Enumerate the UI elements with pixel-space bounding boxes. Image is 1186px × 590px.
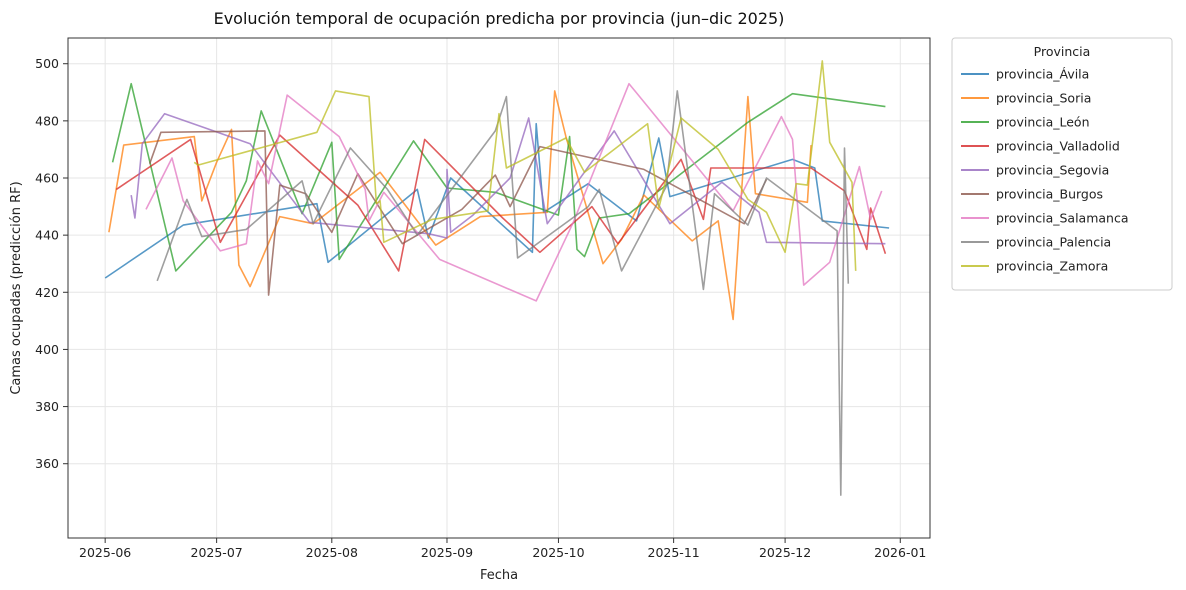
legend-item: provincia_León bbox=[961, 115, 1090, 130]
y-tick-label: 400 bbox=[35, 342, 59, 357]
legend-item: provincia_Valladolid bbox=[961, 139, 1120, 154]
y-tick-label: 360 bbox=[35, 456, 59, 471]
legend-item: provincia_Ávila bbox=[961, 67, 1089, 82]
x-axis: 2025-06 2025-07 2025-08 2025-09 2025-10 2025-… bbox=[79, 538, 926, 560]
x-tick-label: 2025-10 bbox=[532, 545, 584, 560]
y-tick-label: 440 bbox=[35, 228, 59, 243]
x-tick-label: 2025-11 bbox=[648, 545, 700, 560]
legend-title: Provincia bbox=[1034, 44, 1091, 59]
y-tick-label: 420 bbox=[35, 285, 59, 300]
legend-label: provincia_Burgos bbox=[996, 187, 1103, 202]
legend-item: provincia_Zamora bbox=[961, 259, 1108, 274]
legend: Provincia provincia_Ávila provincia_Soria… bbox=[951, 37, 1173, 291]
legend-item: provincia_Salamanca bbox=[961, 211, 1129, 226]
series-line-provincia_Salamanca bbox=[145, 82, 883, 302]
legend-item: provincia_Soria bbox=[961, 91, 1091, 106]
y-axis: 360 380 400 420 440 460 480 500 bbox=[35, 56, 68, 471]
legend-item: provincia_Segovia bbox=[961, 163, 1109, 178]
legend-label: provincia_Zamora bbox=[996, 259, 1108, 274]
x-tick-label: 2025-07 bbox=[191, 545, 243, 560]
y-tick-label: 500 bbox=[35, 56, 59, 71]
x-axis-label: Fecha bbox=[480, 568, 518, 583]
x-tick-label: 2025-12 bbox=[759, 545, 811, 560]
x-tick-label: 2025-06 bbox=[79, 545, 131, 560]
legend-items: provincia_Ávila provincia_Soria provincia_… bbox=[961, 67, 1129, 274]
legend-label: provincia_Palencia bbox=[996, 235, 1111, 250]
y-tick-label: 480 bbox=[35, 113, 59, 128]
legend-label: provincia_Soria bbox=[996, 91, 1091, 106]
series-line-provincia_Segovia bbox=[130, 112, 886, 245]
chart-title: Evolución temporal de ocupación predicha… bbox=[214, 9, 785, 28]
legend-item: provincia_Burgos bbox=[961, 187, 1103, 202]
legend-label: provincia_León bbox=[996, 115, 1090, 130]
legend-label: provincia_Ávila bbox=[996, 67, 1089, 82]
x-tick-label: 2026-01 bbox=[874, 545, 926, 560]
legend-label: provincia_Segovia bbox=[996, 163, 1109, 178]
y-tick-label: 380 bbox=[35, 399, 59, 414]
y-tick-label: 460 bbox=[35, 171, 59, 186]
series-line-provincia_Zamora bbox=[193, 60, 857, 271]
series-line-provincia_Palencia bbox=[156, 90, 850, 496]
legend-label: provincia_Valladolid bbox=[996, 139, 1120, 154]
series-line-provincia_Ávila bbox=[104, 122, 890, 279]
legend-box bbox=[951, 37, 1173, 291]
y-axis-label: Camas ocupadas (predicción RF) bbox=[9, 181, 24, 394]
x-tick-label: 2025-09 bbox=[421, 545, 473, 560]
x-tick-label: 2025-08 bbox=[306, 545, 358, 560]
legend-item: provincia_Palencia bbox=[961, 235, 1111, 250]
plot-area-frame bbox=[67, 37, 931, 539]
series-lines bbox=[104, 60, 890, 496]
legend-label: provincia_Salamanca bbox=[996, 211, 1129, 226]
